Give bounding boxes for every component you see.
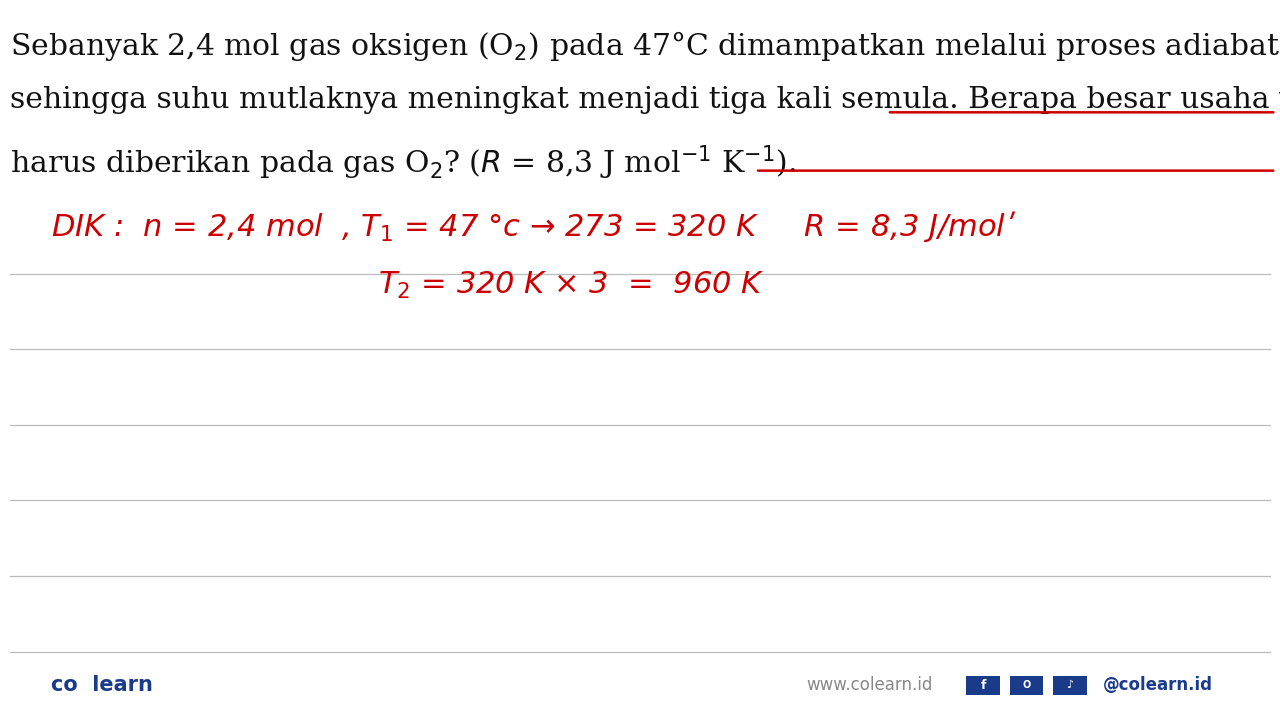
- Text: DIK :  $\mathit{n}$ = 2,4 mol  , $\mathit{T}_1$ = 47 °c → 273 = 320 K     $\math: DIK : $\mathit{n}$ = 2,4 mol , $\mathit{…: [51, 209, 1016, 244]
- Text: www.colearn.id: www.colearn.id: [806, 677, 933, 694]
- Text: sehingga suhu mutlaknya meningkat menjadi tiga kali semula. Berapa besar usaha y: sehingga suhu mutlaknya meningkat menjad…: [10, 86, 1280, 114]
- Text: $\mathit{T}_2$ = 320 K × 3  =  960 K: $\mathit{T}_2$ = 320 K × 3 = 960 K: [378, 270, 764, 301]
- FancyBboxPatch shape: [1053, 676, 1087, 695]
- Text: co  learn: co learn: [51, 675, 154, 696]
- Text: O: O: [1023, 680, 1030, 690]
- FancyBboxPatch shape: [1010, 676, 1043, 695]
- Text: f: f: [980, 679, 986, 692]
- Text: harus diberikan pada gas O$_2$? ($R$ = 8,3 J mol$^{-1}$ K$^{-1}$).: harus diberikan pada gas O$_2$? ($R$ = 8…: [10, 144, 796, 182]
- Text: @colearn.id: @colearn.id: [1103, 677, 1213, 694]
- Text: ♪: ♪: [1066, 680, 1074, 690]
- Text: Sebanyak 2,4 mol gas oksigen (O$_2$) pada 47°C dimampatkan melalui proses adiaba: Sebanyak 2,4 mol gas oksigen (O$_2$) pad…: [10, 29, 1280, 63]
- FancyBboxPatch shape: [966, 676, 1000, 695]
